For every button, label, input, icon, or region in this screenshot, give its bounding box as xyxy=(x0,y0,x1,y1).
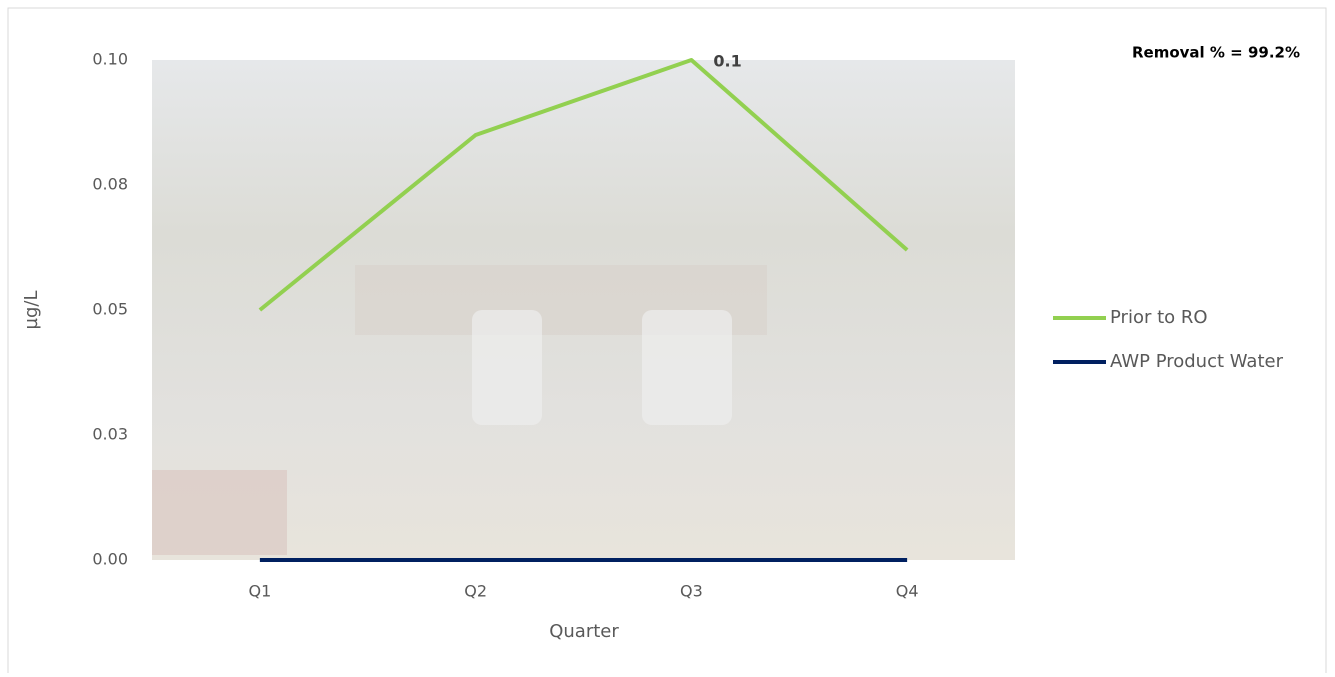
y-tick-label: 0.08 xyxy=(92,175,128,194)
x-tick-label: Q4 xyxy=(896,582,919,601)
background-tank xyxy=(642,310,732,425)
legend-label: Prior to RO xyxy=(1110,307,1208,328)
background-tank xyxy=(472,310,542,425)
background-roof xyxy=(152,470,287,555)
legend-label: AWP Product Water xyxy=(1110,351,1284,372)
y-axis-title: µg/L xyxy=(21,291,42,330)
x-axis-title: Quarter xyxy=(549,621,619,642)
x-tick-label: Q1 xyxy=(248,582,271,601)
y-tick-label: 0.00 xyxy=(92,550,128,569)
x-tick-label: Q3 xyxy=(680,582,703,601)
annotation: Removal % = 99.2% xyxy=(1132,44,1300,62)
line-series xyxy=(258,58,909,312)
y-tick-label: 0.10 xyxy=(92,50,128,69)
x-tick-label: Q2 xyxy=(464,582,487,601)
y-tick-label: 0.05 xyxy=(92,300,128,319)
y-tick-label: 0.03 xyxy=(92,425,128,444)
data-label: 0.1 xyxy=(713,52,741,71)
